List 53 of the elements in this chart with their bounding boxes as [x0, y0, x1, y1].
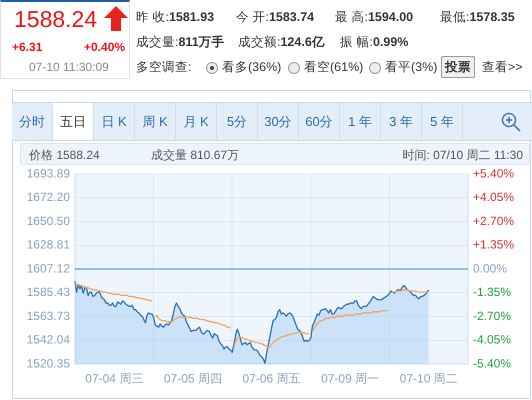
x-tick-label: 07-05 周四: [164, 372, 222, 386]
text: 昨 收:1581.93: [136, 9, 214, 26]
text: 07-10 11:30:09: [29, 60, 109, 74]
y-tick-label: 1563.73: [26, 308, 70, 323]
text: 今 开:1583.74: [236, 9, 314, 26]
tab[interactable]: 30分: [258, 103, 299, 140]
text: 1588.24: [14, 6, 98, 33]
tab[interactable]: 5 年: [422, 103, 463, 140]
tab[interactable]: 3 年: [381, 103, 422, 140]
y2-tick-label: -2.70%: [473, 308, 512, 323]
y2-tick-label: +2.70%: [473, 214, 514, 228]
tab[interactable]: 1 年: [340, 103, 381, 140]
tab[interactable]: 60分: [299, 103, 340, 140]
text: 成交量:811万手: [136, 34, 225, 51]
x-tick-label: 07-06 周五: [242, 372, 301, 386]
text: 成交量 810.67万: [151, 147, 240, 164]
text: 价格 1588.24: [29, 147, 100, 164]
y2-tick-label: +1.35%: [473, 238, 514, 252]
text: 最 高:1594.00: [335, 9, 414, 26]
text: +0.40%: [84, 40, 126, 54]
x-tick-label: 07-09 周一: [321, 372, 380, 386]
tab[interactable]: 月 K: [176, 103, 217, 140]
y2-tick-label: +5.40%: [473, 166, 514, 180]
y-tick-label: 1650.50: [26, 214, 70, 228]
y2-tick-label: 0.00%: [473, 261, 508, 276]
y2-tick-label: -1.35%: [473, 285, 512, 300]
y2-tick-label: -5.40%: [473, 356, 512, 370]
y-tick-label: 1585.43: [26, 285, 70, 300]
text: 看空(61%): [304, 59, 364, 76]
y-tick-label: 1520.35: [26, 356, 70, 370]
text: 看平(3%): [385, 59, 438, 76]
tab[interactable]: 五日: [53, 103, 94, 140]
x-tick-label: 07-10 周二: [400, 372, 458, 386]
y2-tick-label: -4.05%: [473, 332, 512, 347]
y-tick-label: 1607.12: [26, 261, 70, 276]
y-tick-label: 1628.81: [26, 238, 70, 252]
text: 查看>>: [482, 59, 523, 76]
text: 多空调查:: [136, 59, 192, 76]
y-tick-label: 1542.04: [26, 332, 70, 347]
tab[interactable]: 5分: [217, 103, 258, 140]
text: 看多(36%): [222, 59, 282, 76]
tab[interactable]: 日 K: [94, 103, 135, 140]
text: 成交额:124.6亿: [238, 34, 325, 51]
text: 最低:1578.35: [440, 9, 515, 26]
x-tick-label: 07-04 周三: [85, 372, 144, 386]
text: 时间: 07/10 周二 11:30: [402, 147, 523, 164]
vote-button[interactable]: 投票: [441, 56, 475, 78]
text: 振 幅:0.99%: [340, 34, 408, 51]
y2-tick-label: +4.05%: [473, 190, 514, 204]
text: +6.31: [12, 40, 42, 54]
tab[interactable]: 周 K: [135, 103, 176, 140]
y-tick-label: 1693.89: [26, 166, 70, 180]
y-tick-label: 1672.20: [26, 190, 70, 204]
